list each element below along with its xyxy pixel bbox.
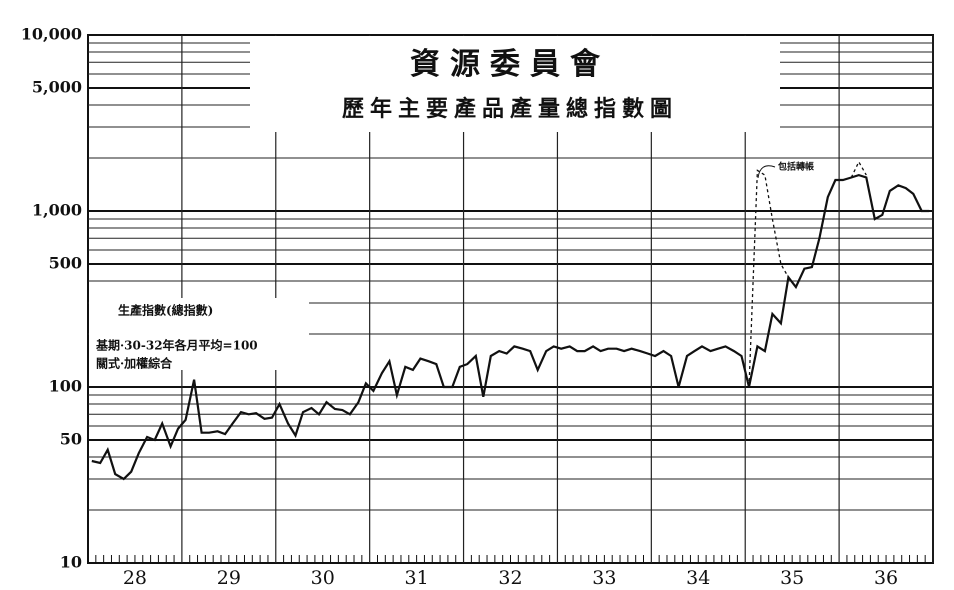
annotation: 包括轉帳	[777, 161, 814, 173]
annotation: 關式·加權綜合	[96, 356, 173, 371]
y-tick-label: 50	[60, 429, 82, 448]
x-tick-label: 35	[780, 567, 804, 589]
data-line	[748, 160, 867, 388]
x-tick-label: 34	[686, 567, 710, 589]
x-tick-label: 32	[498, 567, 522, 589]
y-tick-label: 100	[49, 377, 82, 396]
x-tick-label: 36	[874, 567, 898, 589]
x-tick-label: 29	[217, 567, 241, 589]
y-tick-label: 500	[49, 253, 82, 272]
annotation-pointer	[757, 165, 776, 179]
x-tick-label: 30	[311, 567, 335, 589]
y-tick-label: 1,000	[32, 201, 82, 220]
y-tick-label: 10,000	[21, 25, 82, 44]
x-tick-label: 33	[592, 567, 616, 589]
annotation: 基期·30-32年各月平均=100	[95, 338, 258, 353]
annotation: 生產指數(總指數)	[118, 303, 213, 318]
x-tick-label: 31	[405, 567, 429, 589]
y-tick-label: 10	[60, 553, 82, 572]
chart-subtitle: 歷年主要產品產量總指數圖	[342, 96, 678, 122]
title-box	[250, 36, 780, 132]
legend-box	[89, 298, 309, 370]
data-line	[91, 173, 930, 481]
x-tick-label: 28	[123, 567, 147, 589]
chart-title: 資源委員會	[410, 47, 610, 82]
y-tick-label: 5,000	[32, 77, 82, 96]
